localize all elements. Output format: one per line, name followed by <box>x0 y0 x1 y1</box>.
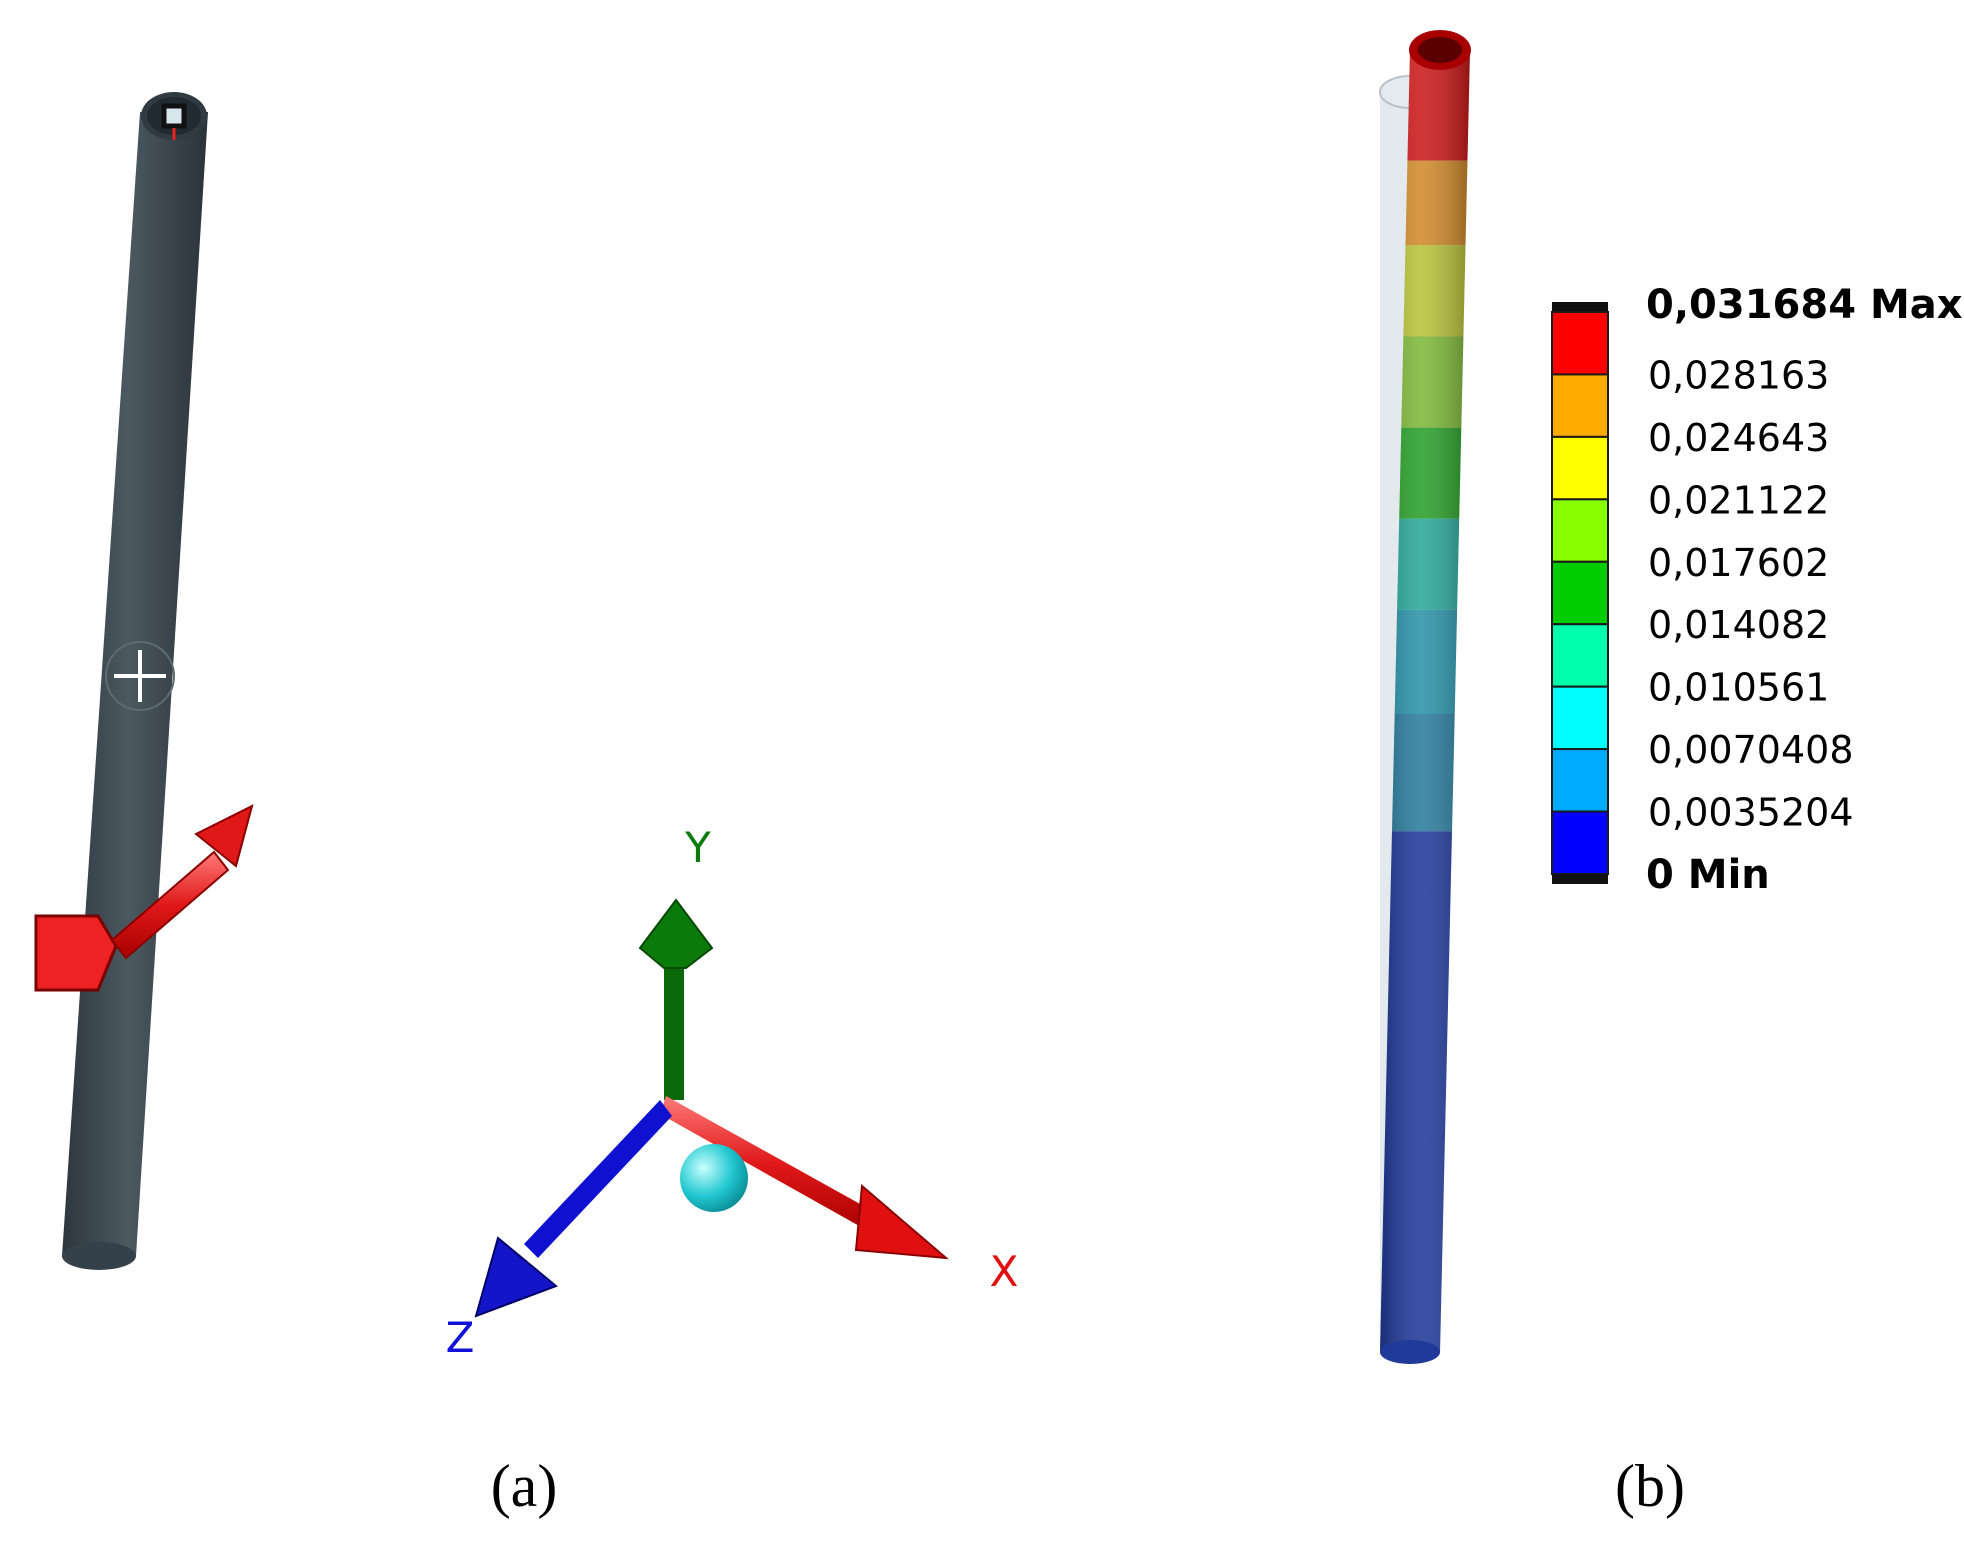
caption-b: (b) <box>1615 1453 1685 1519</box>
force-box-icon <box>34 914 118 992</box>
x-axis-arrow <box>660 1096 950 1260</box>
legend-swatch <box>1551 498 1609 563</box>
z-axis-label: Z <box>446 1313 475 1362</box>
legend-tick-label: 0,014082 <box>1648 603 1829 647</box>
panel-b: 0,031684 Max 0,028163 0,024643 0,021122 0,0… <box>1379 30 1963 1519</box>
beam-bottom-cap <box>1380 1340 1440 1364</box>
legend-bottom-cap <box>1552 874 1608 884</box>
legend-max-label: 0,031684 Max <box>1646 282 1963 328</box>
z-axis-arrow <box>474 1100 672 1318</box>
coordinate-triad: Y X Z <box>446 823 1019 1362</box>
legend-top-cap <box>1552 302 1608 312</box>
legend-swatch <box>1551 435 1609 501</box>
support-square-icon <box>161 103 187 140</box>
y-axis-arrow <box>638 898 714 1100</box>
legend-swatch <box>1551 373 1609 438</box>
color-legend: 0,031684 Max 0,028163 0,024643 0,021122 0,0… <box>1551 282 1963 898</box>
beam-shading <box>1380 50 1470 1352</box>
beam-a <box>62 92 208 1270</box>
x-axis-label: X <box>990 1247 1019 1296</box>
force-arrow-icon <box>110 804 254 960</box>
legend-tick-label: 0,028163 <box>1648 353 1829 397</box>
beam-top-cap <box>1409 30 1471 70</box>
legend-tick-label: 0,0035204 <box>1648 791 1854 835</box>
origin-sphere-icon <box>680 1144 748 1212</box>
deformed-beam <box>1380 50 1470 1364</box>
caption-a: (a) <box>491 1453 558 1519</box>
legend-tick-label: 0,021122 <box>1648 478 1829 522</box>
center-cross-icon <box>105 641 175 711</box>
legend-swatch <box>1551 685 1609 751</box>
legend-swatch <box>1551 560 1609 626</box>
legend-swatch <box>1551 810 1609 875</box>
y-axis-label: Y <box>684 823 711 872</box>
legend-swatch <box>1551 623 1609 688</box>
legend-swatch <box>1551 311 1609 376</box>
legend-tick-label: 0,010561 <box>1648 666 1829 710</box>
legend-tick-label: 0,024643 <box>1648 416 1829 460</box>
legend-min-label: 0 Min <box>1646 852 1770 898</box>
panel-a: Y X Z (a) <box>34 92 1019 1519</box>
legend-tick-label: 0,0070408 <box>1648 728 1854 772</box>
legend-swatch <box>1551 748 1609 813</box>
legend-tick-label: 0,017602 <box>1648 541 1829 585</box>
